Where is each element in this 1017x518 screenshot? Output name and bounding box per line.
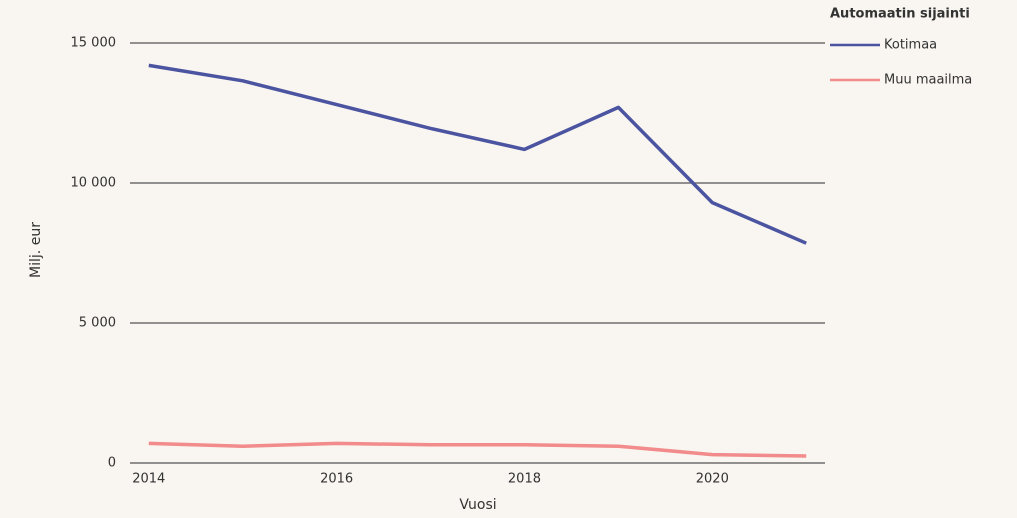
data-line	[148, 441, 807, 458]
legend-label: Muu maailma	[884, 73, 972, 88]
x-axis-label: Vuosi	[459, 497, 496, 513]
legend-label: Kotimaa	[884, 38, 937, 53]
x-tick-label: 2016	[320, 472, 353, 487]
x-tick-label: 2020	[696, 472, 729, 487]
y-tick-label: 15 000	[71, 36, 117, 51]
x-tick-label: 2014	[132, 472, 165, 487]
x-tick-label: 2018	[508, 472, 541, 487]
legend-title: Automaatin sijainti	[830, 7, 970, 22]
y-axis-label: Milj. eur	[28, 222, 44, 278]
y-tick-label: 0	[108, 456, 116, 471]
y-tick-label: 10 000	[71, 176, 117, 191]
data-line	[148, 63, 807, 245]
y-tick-label: 5 000	[79, 316, 116, 331]
